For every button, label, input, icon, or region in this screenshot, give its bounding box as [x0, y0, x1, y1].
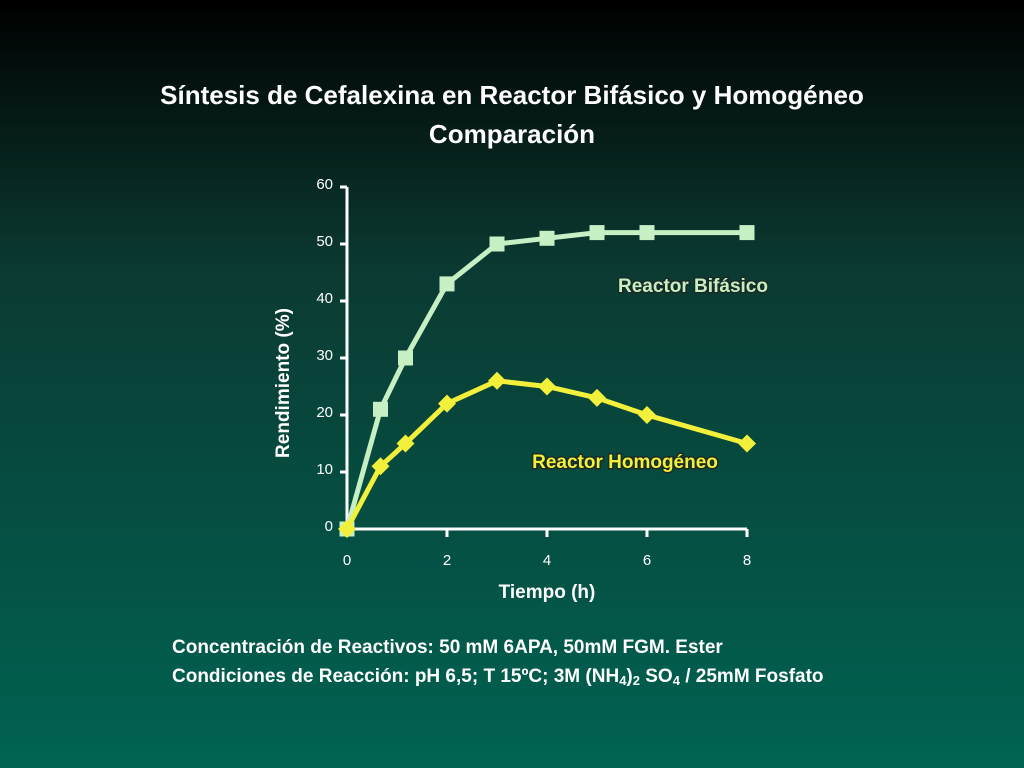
y-tick-label: 0 [325, 518, 333, 535]
marker [398, 350, 413, 366]
marker [438, 394, 456, 413]
chart-title: Comparación [429, 119, 595, 149]
y-tick-label: 30 [316, 347, 333, 364]
x-axis-label: Tiempo (h) [499, 582, 596, 603]
marker [589, 225, 605, 241]
y-tick-label: 20 [316, 404, 333, 421]
y-tick-label: 40 [316, 290, 333, 307]
marker [371, 457, 390, 476]
marker [738, 434, 756, 453]
marker [373, 401, 388, 417]
x-tick-label: 0 [343, 552, 351, 569]
footnote-text: Condiciones de Reacción: pH 6,5; T 15ºC;… [172, 666, 619, 687]
series-label: Reactor Bifásico [618, 276, 768, 297]
footnote-subscript: 4 [619, 673, 627, 688]
y-tick-label: 60 [316, 176, 333, 193]
marker [488, 371, 506, 390]
chart-title: Síntesis de Cefalexina en Reactor Bifási… [160, 80, 864, 110]
footnote-subscript: 2 [633, 673, 640, 688]
x-tick-label: 4 [543, 552, 551, 569]
footnote: Condiciones de Reacción: pH 6,5; T 15ºC;… [172, 666, 824, 688]
marker [638, 406, 656, 424]
x-tick-label: 6 [643, 552, 651, 569]
footnote: Concentración de Reactivos: 50 mM 6APA, … [172, 637, 723, 658]
footnote-text: SO [640, 666, 673, 687]
marker [439, 276, 455, 292]
marker [396, 434, 415, 453]
footnote-text: / 25mM Fosfato [680, 666, 824, 687]
marker [639, 225, 655, 241]
marker [338, 520, 356, 538]
x-tick-label: 2 [443, 552, 451, 569]
marker [588, 388, 606, 407]
y-tick-label: 50 [316, 233, 333, 250]
marker [739, 225, 755, 241]
y-tick-label: 10 [316, 461, 333, 478]
footnote-subscript: 4 [673, 673, 681, 688]
marker [539, 230, 555, 246]
marker [538, 377, 556, 396]
marker [489, 236, 505, 252]
x-tick-label: 8 [743, 552, 751, 569]
y-axis-label: Rendimiento (%) [273, 308, 294, 458]
series-label: Reactor Homogéneo [532, 452, 718, 473]
footnote-text: ) [626, 666, 632, 687]
